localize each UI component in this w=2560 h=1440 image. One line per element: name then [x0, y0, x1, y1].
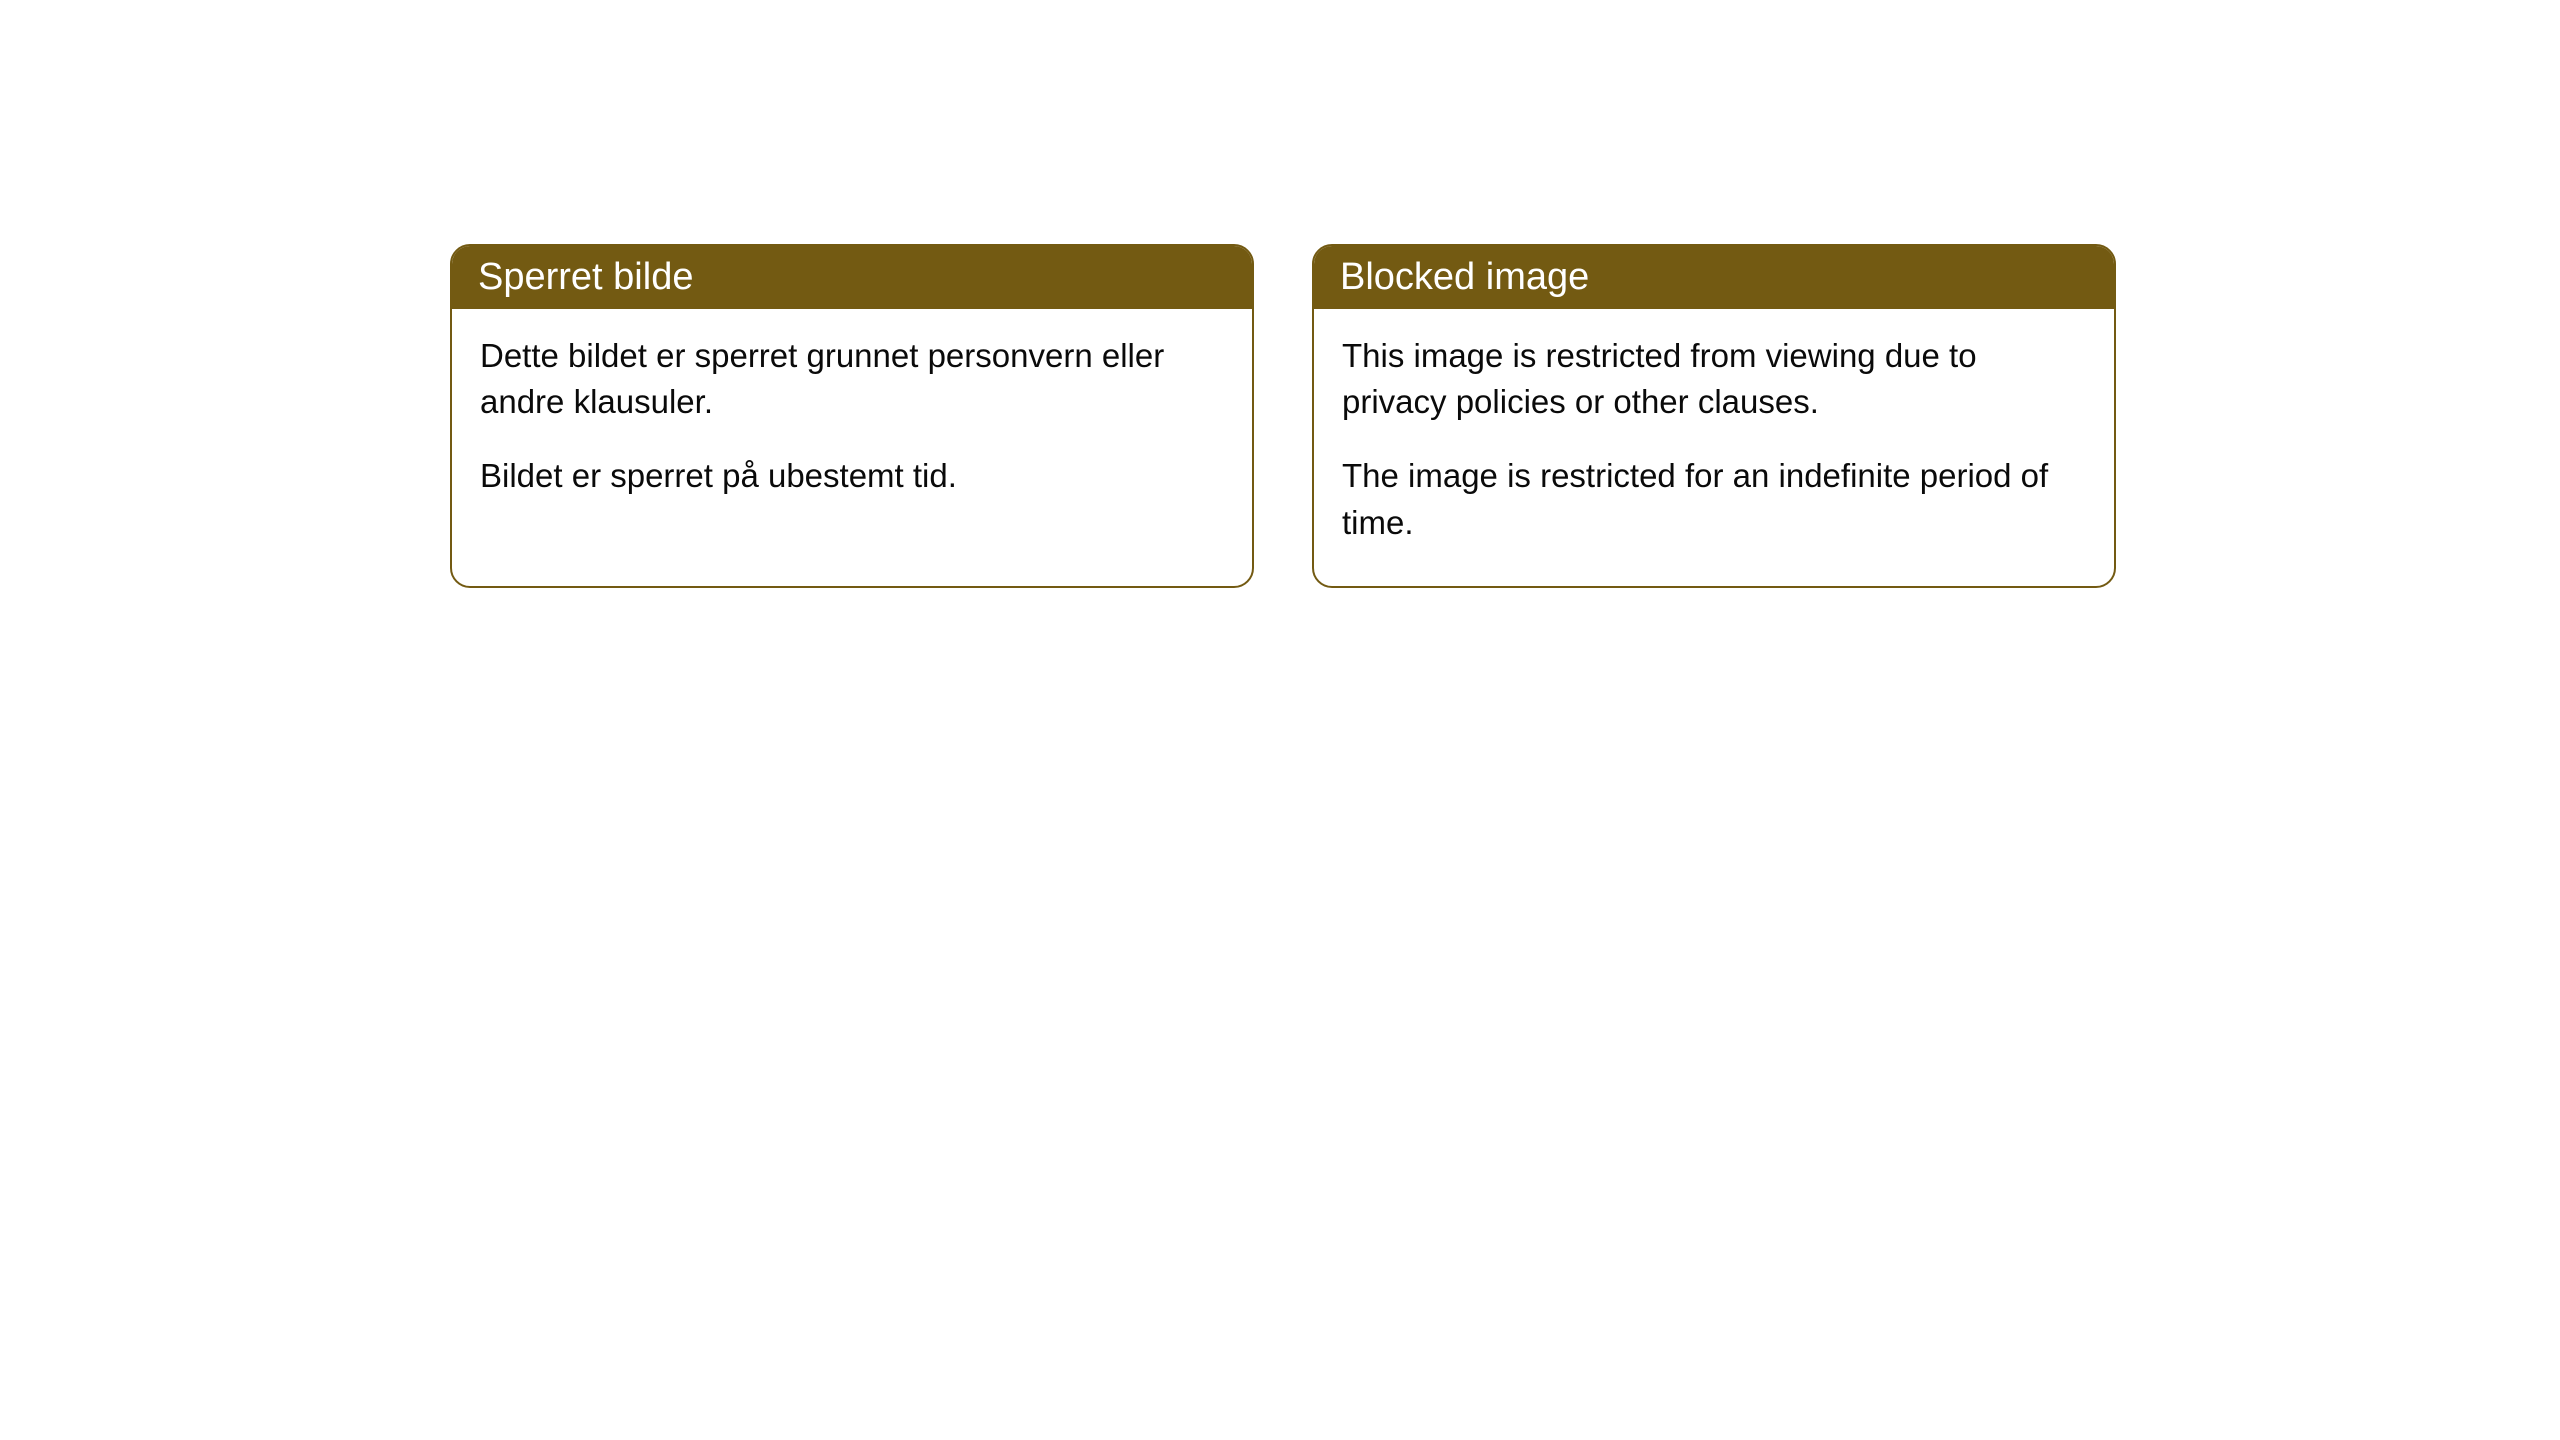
card-header: Sperret bilde — [452, 246, 1252, 309]
blocked-image-card-norwegian: Sperret bilde Dette bildet er sperret gr… — [450, 244, 1254, 588]
card-header: Blocked image — [1314, 246, 2114, 309]
cards-container: Sperret bilde Dette bildet er sperret gr… — [450, 244, 2116, 588]
blocked-image-card-english: Blocked image This image is restricted f… — [1312, 244, 2116, 588]
card-body: This image is restricted from viewing du… — [1314, 309, 2114, 586]
card-paragraph: Dette bildet er sperret grunnet personve… — [480, 333, 1224, 425]
card-body: Dette bildet er sperret grunnet personve… — [452, 309, 1252, 540]
card-paragraph: Bildet er sperret på ubestemt tid. — [480, 453, 1224, 499]
card-paragraph: The image is restricted for an indefinit… — [1342, 453, 2086, 545]
card-paragraph: This image is restricted from viewing du… — [1342, 333, 2086, 425]
card-title: Sperret bilde — [478, 256, 693, 298]
card-title: Blocked image — [1340, 256, 1589, 298]
